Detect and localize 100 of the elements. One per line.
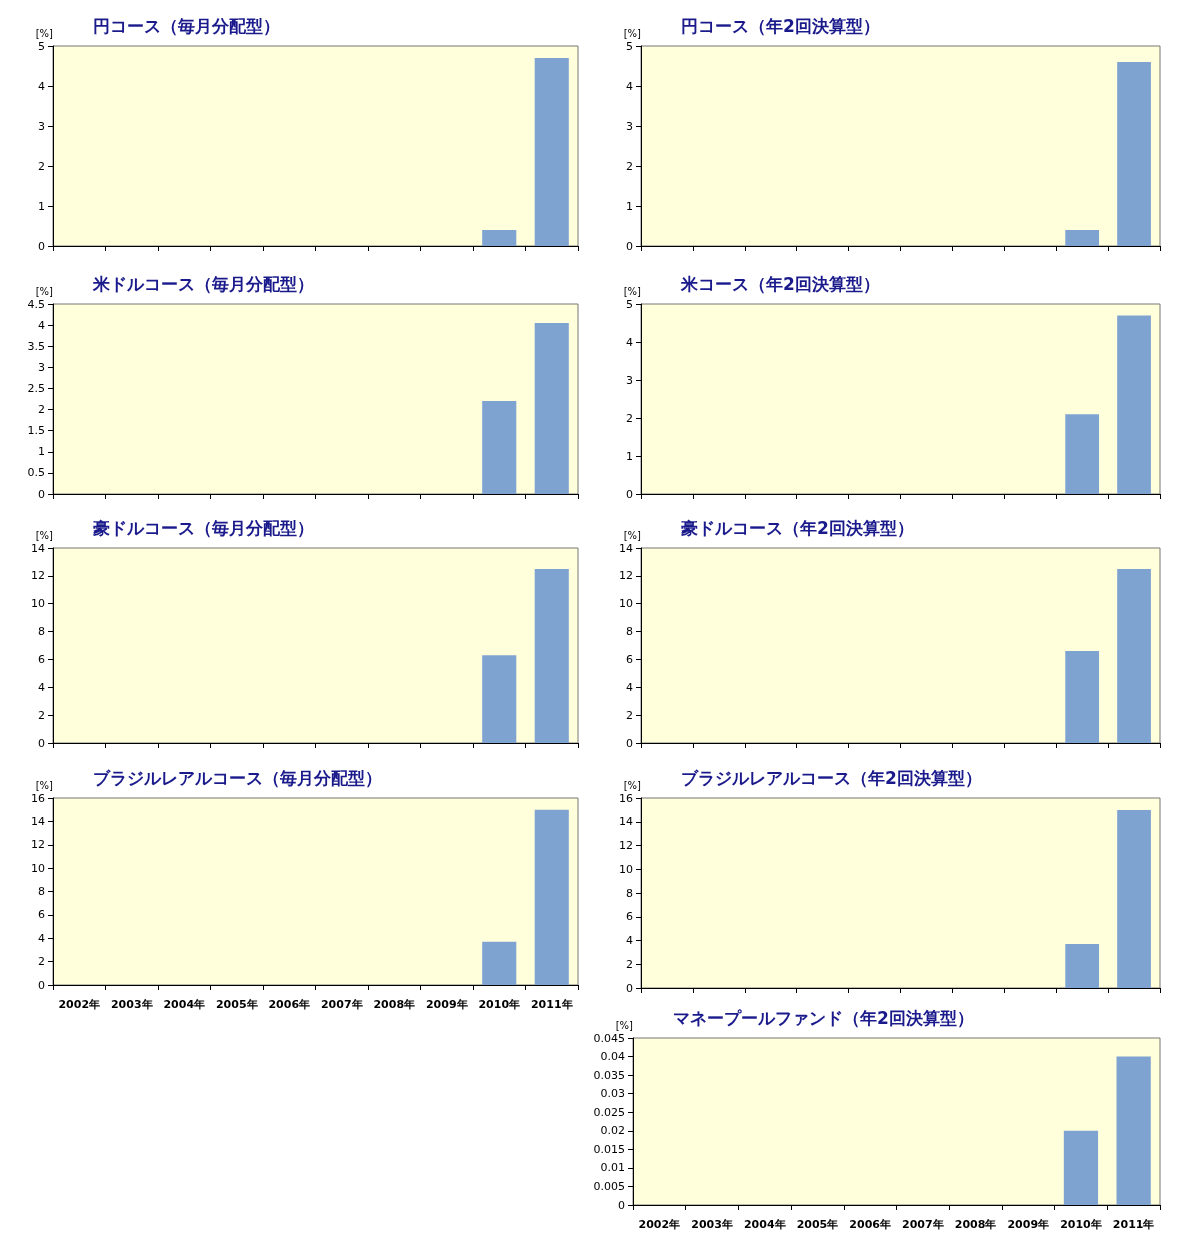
x-tick-label: 2008年 [373,998,416,1011]
y-tick-label: 6 [626,652,633,666]
chart-title: ブラジルレアルコース（毎月分配型） [93,767,382,788]
x-tick-label: 2005年 [215,998,258,1011]
y-tick-label: 14 [31,541,45,555]
y-tick-label: 12 [619,569,633,583]
y-tick-label: 6 [626,910,633,924]
x-tick-label: 2010年 [478,998,521,1011]
x-tick-label: 2002年 [638,1218,681,1231]
y-tick-label: 1 [626,199,633,213]
x-tick-label: 2004年 [743,1218,786,1231]
x-tick-label: 2008年 [954,1218,997,1231]
y-tick-label: 0.015 [593,1142,625,1156]
y-tick-label: 1 [38,199,45,213]
chart-title: 円コース（毎月分配型） [93,15,280,36]
y-tick-label: 0 [38,487,45,501]
y-tick-label: 0.035 [593,1068,625,1082]
x-tick-label: 2006年 [849,1218,891,1231]
chart-title: 円コース（年2回決算型） [681,15,880,36]
y-axis-title: [%] [623,27,642,39]
x-tick-label: 2011年 [530,998,573,1011]
y-tick-label: 6 [38,908,45,922]
chart-title: ブラジルレアルコース（年2回決算型） [681,767,982,788]
x-tick-label: 2006年 [268,998,311,1011]
y-tick-label: 0.045 [593,1031,625,1045]
y-tick-label: 6 [38,652,45,666]
y-tick-label: 4 [38,79,45,93]
x-tick-label: 2007年 [902,1218,944,1231]
chart-title: 豪ドルコース（毎月分配型） [92,517,314,538]
y-tick-label: 16 [619,791,633,805]
y-axis-title: [%] [35,27,54,39]
x-tick-label: 2002年 [58,998,101,1011]
y-tick-label: 14 [619,541,633,555]
y-tick-label: 10 [31,861,45,875]
y-tick-label: 0.03 [600,1087,625,1101]
y-tick-label: 5 [38,39,45,53]
y-tick-label: 4 [626,335,633,349]
y-tick-label: 4 [626,79,633,93]
x-tick-label: 2010年 [1060,1218,1102,1231]
x-tick-label: 2003年 [691,1218,733,1231]
y-tick-label: 8 [38,625,45,639]
y-tick-label: 3 [626,119,633,133]
y-tick-label: 0 [618,1198,625,1212]
y-tick-label: 2 [626,708,633,722]
y-tick-label: 2 [626,957,633,971]
y-axis-title: [%] [623,779,642,791]
y-tick-label: 3 [38,360,45,374]
y-tick-label: 2.5 [27,381,45,395]
y-tick-label: 4 [626,680,633,694]
y-tick-label: 12 [31,569,45,583]
y-tick-label: 4 [38,931,45,945]
x-tick-label: 2005年 [796,1218,839,1231]
x-tick-label: 2009年 [425,998,468,1011]
y-tick-label: 2 [626,159,633,173]
x-tick-label: 2004年 [163,998,206,1011]
y-tick-label: 4 [38,318,45,332]
y-tick-label: 0 [626,736,633,750]
y-tick-label: 14 [619,815,633,829]
y-tick-label: 0 [38,239,45,253]
chart-title: 米ドルコース（毎月分配型） [92,273,314,294]
x-tick-label: 2011年 [1112,1218,1155,1231]
y-tick-label: 4.5 [27,297,45,311]
y-tick-label: 1 [38,445,45,459]
y-tick-label: 4 [626,934,633,947]
y-tick-label: 12 [619,839,633,852]
y-tick-label: 14 [31,814,45,828]
y-axis-title: [%] [35,779,54,791]
x-tick-label: 2007年 [320,998,363,1011]
y-tick-label: 16 [31,791,45,805]
y-tick-label: 10 [619,862,633,876]
y-tick-label: 0.04 [600,1050,625,1064]
y-axis-title: [%] [35,529,54,541]
y-tick-label: 0 [38,736,45,750]
y-tick-label: 0 [626,239,633,253]
y-axis-title: [%] [35,285,54,297]
y-tick-label: 0 [38,978,45,992]
y-axis-title: [%] [623,529,642,541]
y-tick-label: 4 [38,680,45,694]
y-tick-label: 0.02 [600,1124,625,1138]
y-tick-label: 10 [31,597,45,611]
y-tick-label: 0.025 [593,1105,625,1119]
y-tick-label: 12 [31,838,45,852]
y-axis-title: [%] [615,1019,634,1031]
x-tick-label: 2009年 [1007,1218,1050,1231]
chart-title: マネープールファンド（年2回決算型） [673,1007,974,1028]
chart-title: 豪ドルコース（年2回決算型） [680,517,914,538]
y-tick-label: 3.5 [27,339,45,353]
y-tick-label: 0 [626,487,633,501]
chart-title: 米コース（年2回決算型） [680,273,880,294]
y-tick-label: 0.5 [27,466,45,480]
y-tick-label: 8 [38,885,45,898]
y-tick-label: 8 [626,886,633,900]
y-tick-label: 2 [626,411,633,425]
y-tick-label: 0.01 [600,1161,625,1175]
y-axis-title: [%] [623,285,642,297]
y-tick-label: 2 [38,403,45,417]
y-tick-label: 0.005 [593,1179,625,1193]
y-tick-label: 2 [38,708,45,722]
y-tick-label: 0 [626,981,633,995]
x-tick-label: 2003年 [110,998,153,1011]
